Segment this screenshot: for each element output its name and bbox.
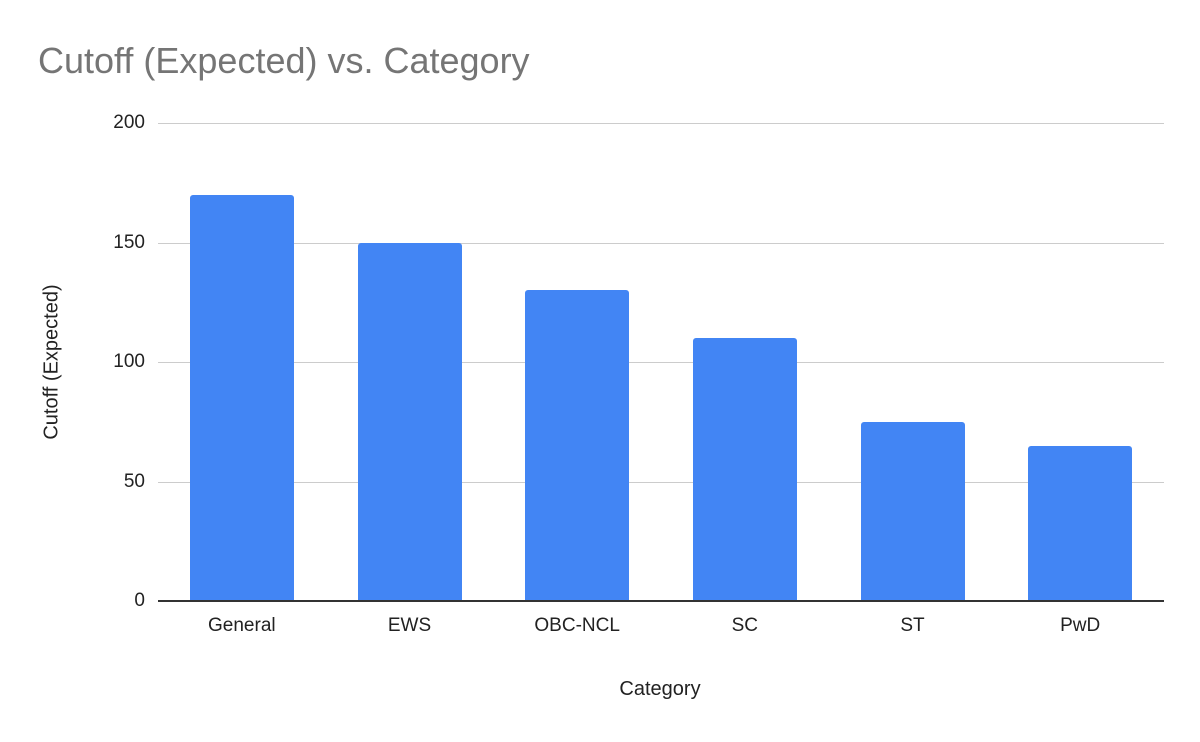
plot-area [158,123,1164,602]
y-axis-label: Cutoff (Expected) [40,284,63,440]
y-tick-label: 0 [134,590,145,611]
bar-obc-ncl[interactable] [525,290,630,601]
x-tick-label: PwD [1060,615,1101,636]
x-tick-label: EWS [387,615,432,636]
bar-pwd[interactable] [1028,445,1133,601]
bar-st[interactable] [860,421,965,601]
gridline [158,123,1164,124]
chart-title: Cutoff (Expected) vs. Category [38,40,530,81]
y-tick-label: 100 [113,351,145,372]
y-tick-label: 50 [123,470,145,492]
x-tick-label: General [208,615,276,636]
bar-general[interactable] [189,194,294,601]
x-tick-label: ST [900,615,925,636]
x-tick-label: OBC-NCL [534,615,620,636]
gridline [158,362,1164,363]
y-tick-label: 150 [113,231,145,253]
gridline [158,242,1164,244]
x-axis-line [158,600,1164,602]
x-tick-label: SC [731,615,759,636]
gridline [158,481,1164,483]
bar-ews[interactable] [357,242,462,601]
y-tick-label: 200 [113,112,145,133]
x-axis-label: Category [619,678,701,700]
bar-sc[interactable] [692,338,797,601]
